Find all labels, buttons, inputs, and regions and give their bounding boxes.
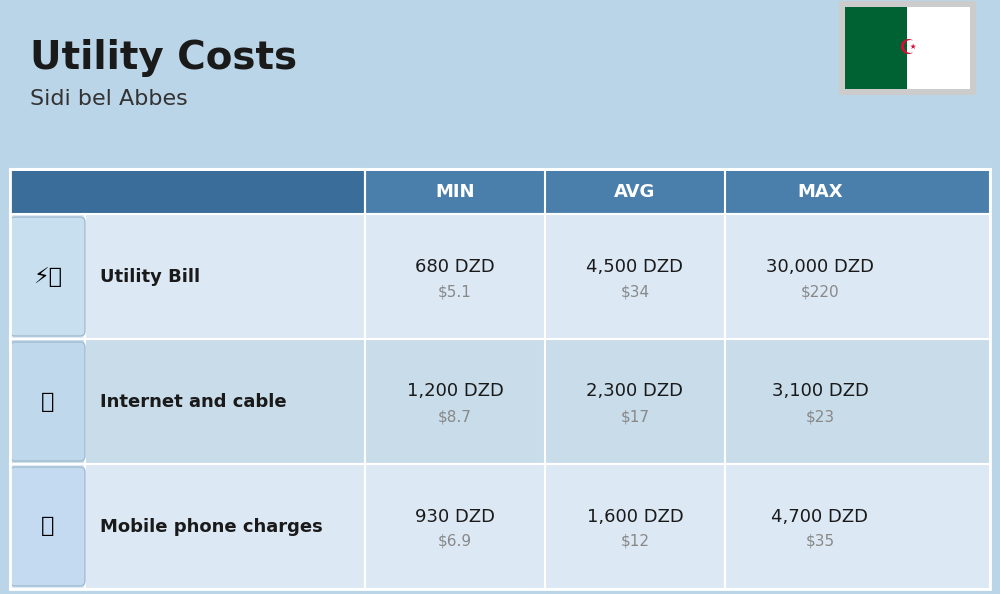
Text: Sidi bel Abbes: Sidi bel Abbes <box>30 89 188 109</box>
Text: MAX: MAX <box>797 182 843 201</box>
Text: 1,200 DZD: 1,200 DZD <box>407 383 503 400</box>
Text: $8.7: $8.7 <box>438 409 472 424</box>
Bar <box>845 7 907 89</box>
Text: $35: $35 <box>805 534 835 549</box>
Text: 4,700 DZD: 4,700 DZD <box>771 507 868 526</box>
Text: $5.1: $5.1 <box>438 284 472 299</box>
Bar <box>10 339 990 464</box>
Text: AVG: AVG <box>614 182 656 201</box>
Text: 680 DZD: 680 DZD <box>415 258 495 276</box>
Text: $34: $34 <box>620 284 650 299</box>
Text: 2,300 DZD: 2,300 DZD <box>586 383 684 400</box>
Bar <box>10 214 990 339</box>
FancyBboxPatch shape <box>839 1 976 95</box>
Bar <box>907 7 970 89</box>
FancyBboxPatch shape <box>10 342 85 461</box>
Text: 30,000 DZD: 30,000 DZD <box>766 258 874 276</box>
Text: 📱: 📱 <box>41 517 54 536</box>
Text: $17: $17 <box>620 409 650 424</box>
Text: Utility Bill: Utility Bill <box>100 267 200 286</box>
Text: Utility Costs: Utility Costs <box>30 39 297 77</box>
Text: Mobile phone charges: Mobile phone charges <box>100 517 323 536</box>
Text: 📶: 📶 <box>41 391 54 412</box>
Text: ☪: ☪ <box>898 38 917 58</box>
Text: ⚡🔧: ⚡🔧 <box>33 267 62 286</box>
Text: 930 DZD: 930 DZD <box>415 507 495 526</box>
FancyBboxPatch shape <box>10 467 85 586</box>
Text: $23: $23 <box>805 409 835 424</box>
Bar <box>10 464 990 589</box>
Bar <box>10 169 365 214</box>
Bar <box>10 169 990 214</box>
Text: 1,600 DZD: 1,600 DZD <box>587 507 683 526</box>
Bar <box>10 169 990 589</box>
Text: Internet and cable: Internet and cable <box>100 393 287 410</box>
Text: MIN: MIN <box>435 182 475 201</box>
Text: 4,500 DZD: 4,500 DZD <box>586 258 684 276</box>
Text: 3,100 DZD: 3,100 DZD <box>772 383 868 400</box>
Text: $12: $12 <box>620 534 650 549</box>
FancyBboxPatch shape <box>10 217 85 336</box>
Text: $220: $220 <box>801 284 839 299</box>
Text: $6.9: $6.9 <box>438 534 472 549</box>
